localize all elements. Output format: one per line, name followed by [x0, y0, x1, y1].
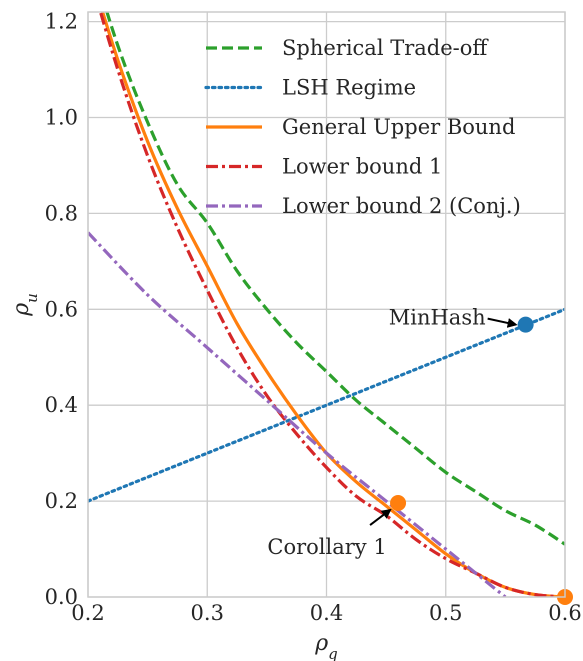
series-line-4: [88, 231, 507, 597]
annotation-arrow-0: [487, 317, 518, 328]
x-tick-label: 0.3: [191, 601, 224, 625]
points-layer: [390, 316, 573, 605]
y-tick-label: 0.0: [45, 585, 78, 609]
series-line-1: [88, 307, 565, 503]
legend: Spherical Trade-off LSH Regime General Upp…: [204, 36, 521, 218]
legend-label-2: General Upper Bound: [282, 115, 515, 139]
x-tick-label: 0.2: [71, 601, 104, 625]
annotations-layer: MinHash Corollary 1: [267, 306, 518, 559]
x-tick-label: 0.6: [548, 601, 581, 625]
y-tick-label: 0.6: [45, 297, 78, 321]
x-tick-labels: 0.2 0.3 0.4 0.5 0.6: [71, 601, 581, 625]
annotation-label-0: MinHash: [389, 306, 486, 330]
legend-label-0: Spherical Trade-off: [282, 36, 489, 60]
legend-label-1: LSH Regime: [282, 76, 416, 100]
y-tick-label: 0.2: [45, 489, 78, 513]
series-line-0: [105, 12, 565, 546]
annotation-arrow-1: [369, 508, 392, 526]
y-axis-label: ρu: [9, 293, 41, 317]
x-tick-label: 0.5: [429, 601, 462, 625]
series-layer: [88, 12, 565, 597]
marker-point-0: [517, 316, 534, 333]
legend-label-3: Lower bound 1: [282, 155, 442, 179]
y-tick-label: 1.0: [45, 105, 78, 129]
x-tick-label: 0.4: [310, 601, 343, 625]
y-tick-label: 0.8: [45, 201, 78, 225]
y-tick-label: 1.2: [45, 10, 78, 34]
annotation-label-1: Corollary 1: [267, 535, 386, 559]
legend-label-4: Lower bound 2 (Conj.): [282, 194, 521, 218]
x-axis-label: ρq: [314, 631, 338, 661]
y-tick-labels: 0.0 0.2 0.4 0.6 0.8 1.0 1.2: [45, 10, 78, 609]
y-tick-label: 0.4: [45, 393, 78, 417]
series-line-3: [98, 12, 565, 597]
plot-frame: [87, 11, 566, 598]
marker-point-1: [390, 495, 407, 512]
